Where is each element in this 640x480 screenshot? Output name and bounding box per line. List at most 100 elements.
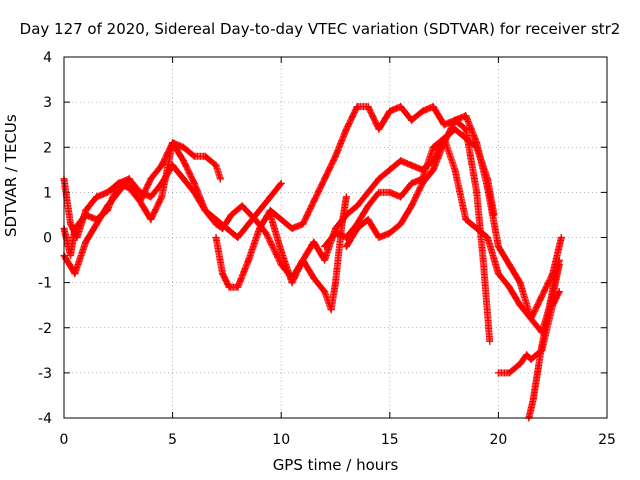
grid bbox=[64, 57, 607, 418]
data-point bbox=[288, 224, 296, 232]
y-tick-label: 0 bbox=[43, 231, 52, 247]
data-point bbox=[262, 229, 270, 237]
data-point bbox=[82, 211, 90, 219]
data-point bbox=[386, 107, 394, 115]
data-point bbox=[219, 224, 227, 232]
data-point bbox=[473, 139, 481, 147]
data-point bbox=[277, 215, 285, 223]
data-point bbox=[555, 288, 563, 296]
data-point bbox=[299, 256, 307, 264]
data-point bbox=[327, 306, 335, 314]
data-point bbox=[179, 143, 187, 151]
data-point bbox=[375, 234, 383, 241]
data-point bbox=[251, 215, 259, 223]
data-point bbox=[527, 355, 535, 363]
data-point bbox=[238, 202, 246, 210]
data-point bbox=[342, 193, 350, 201]
data-point bbox=[255, 224, 263, 232]
data-point bbox=[342, 243, 350, 251]
data-point bbox=[125, 175, 133, 183]
data-point bbox=[386, 166, 394, 174]
data-point bbox=[266, 193, 274, 201]
x-tick-label: 15 bbox=[381, 432, 399, 448]
data-point bbox=[451, 116, 459, 124]
y-tick-label: 1 bbox=[43, 185, 52, 201]
data-point bbox=[484, 234, 492, 241]
chart-title: Day 127 of 2020, Sidereal Day-to-day VTE… bbox=[19, 20, 621, 38]
x-tick-label: 20 bbox=[489, 432, 507, 448]
data-point bbox=[93, 193, 101, 201]
data-point bbox=[397, 193, 405, 201]
series-track-9 bbox=[525, 256, 563, 422]
y-tick-label: -2 bbox=[38, 321, 52, 337]
data-point bbox=[212, 234, 220, 241]
data-point bbox=[147, 175, 155, 183]
data-point bbox=[136, 197, 144, 205]
data-point bbox=[429, 143, 437, 151]
data-point bbox=[245, 256, 253, 264]
data-point bbox=[408, 161, 416, 169]
data-point bbox=[353, 103, 361, 111]
data-point bbox=[342, 125, 350, 133]
data-point bbox=[321, 175, 329, 183]
data-point bbox=[494, 369, 502, 377]
data-point bbox=[266, 211, 274, 219]
data-point bbox=[529, 396, 537, 404]
data-point bbox=[397, 157, 405, 165]
data-point bbox=[418, 107, 426, 115]
data-point bbox=[332, 279, 339, 287]
data-point bbox=[397, 103, 405, 111]
data-point bbox=[408, 202, 416, 210]
data-point bbox=[147, 215, 155, 223]
series-markers bbox=[212, 103, 494, 345]
data-point bbox=[114, 188, 122, 196]
data-point bbox=[277, 179, 285, 187]
data-point bbox=[321, 256, 329, 264]
data-point bbox=[310, 197, 318, 205]
data-point bbox=[201, 206, 209, 214]
x-tick-label: 0 bbox=[60, 432, 69, 448]
data-point bbox=[147, 193, 155, 201]
data-point bbox=[538, 342, 546, 350]
data-point bbox=[321, 243, 329, 251]
data-point bbox=[158, 161, 166, 169]
data-point bbox=[505, 283, 513, 291]
data-point bbox=[494, 270, 502, 278]
data-point bbox=[201, 152, 209, 160]
data-point bbox=[375, 188, 383, 196]
data-point bbox=[479, 256, 487, 264]
data-point bbox=[212, 220, 220, 228]
data-point bbox=[364, 103, 372, 111]
series-track-4 bbox=[212, 103, 494, 345]
data-point bbox=[288, 279, 296, 287]
data-point bbox=[364, 188, 372, 196]
y-tick-label: 4 bbox=[43, 50, 52, 66]
data-point bbox=[386, 188, 394, 196]
data-point bbox=[342, 211, 350, 219]
data-point bbox=[310, 238, 318, 246]
data-point bbox=[225, 283, 233, 291]
data-point bbox=[299, 220, 307, 228]
y-tick-label: 2 bbox=[43, 140, 52, 156]
data-point bbox=[353, 224, 361, 232]
data-point bbox=[234, 234, 242, 241]
data-point bbox=[179, 157, 187, 165]
data-point bbox=[462, 215, 470, 223]
y-tick-label: -1 bbox=[38, 276, 52, 292]
x-axis-label: GPS time / hours bbox=[272, 456, 399, 474]
data-point bbox=[158, 193, 166, 201]
series-track-5 bbox=[266, 125, 498, 287]
data-point bbox=[375, 175, 383, 183]
data-point bbox=[82, 238, 90, 246]
x-tick-label: 10 bbox=[272, 432, 290, 448]
y-tick-label: -4 bbox=[38, 411, 52, 427]
series-markers bbox=[494, 288, 563, 377]
plot-frame bbox=[63, 56, 608, 419]
data-point bbox=[505, 261, 513, 269]
data-point bbox=[451, 166, 459, 174]
series-track-3 bbox=[60, 139, 350, 314]
data-point bbox=[523, 351, 531, 359]
data-point bbox=[364, 215, 372, 223]
data-point bbox=[216, 175, 224, 183]
series-markers bbox=[60, 139, 350, 314]
